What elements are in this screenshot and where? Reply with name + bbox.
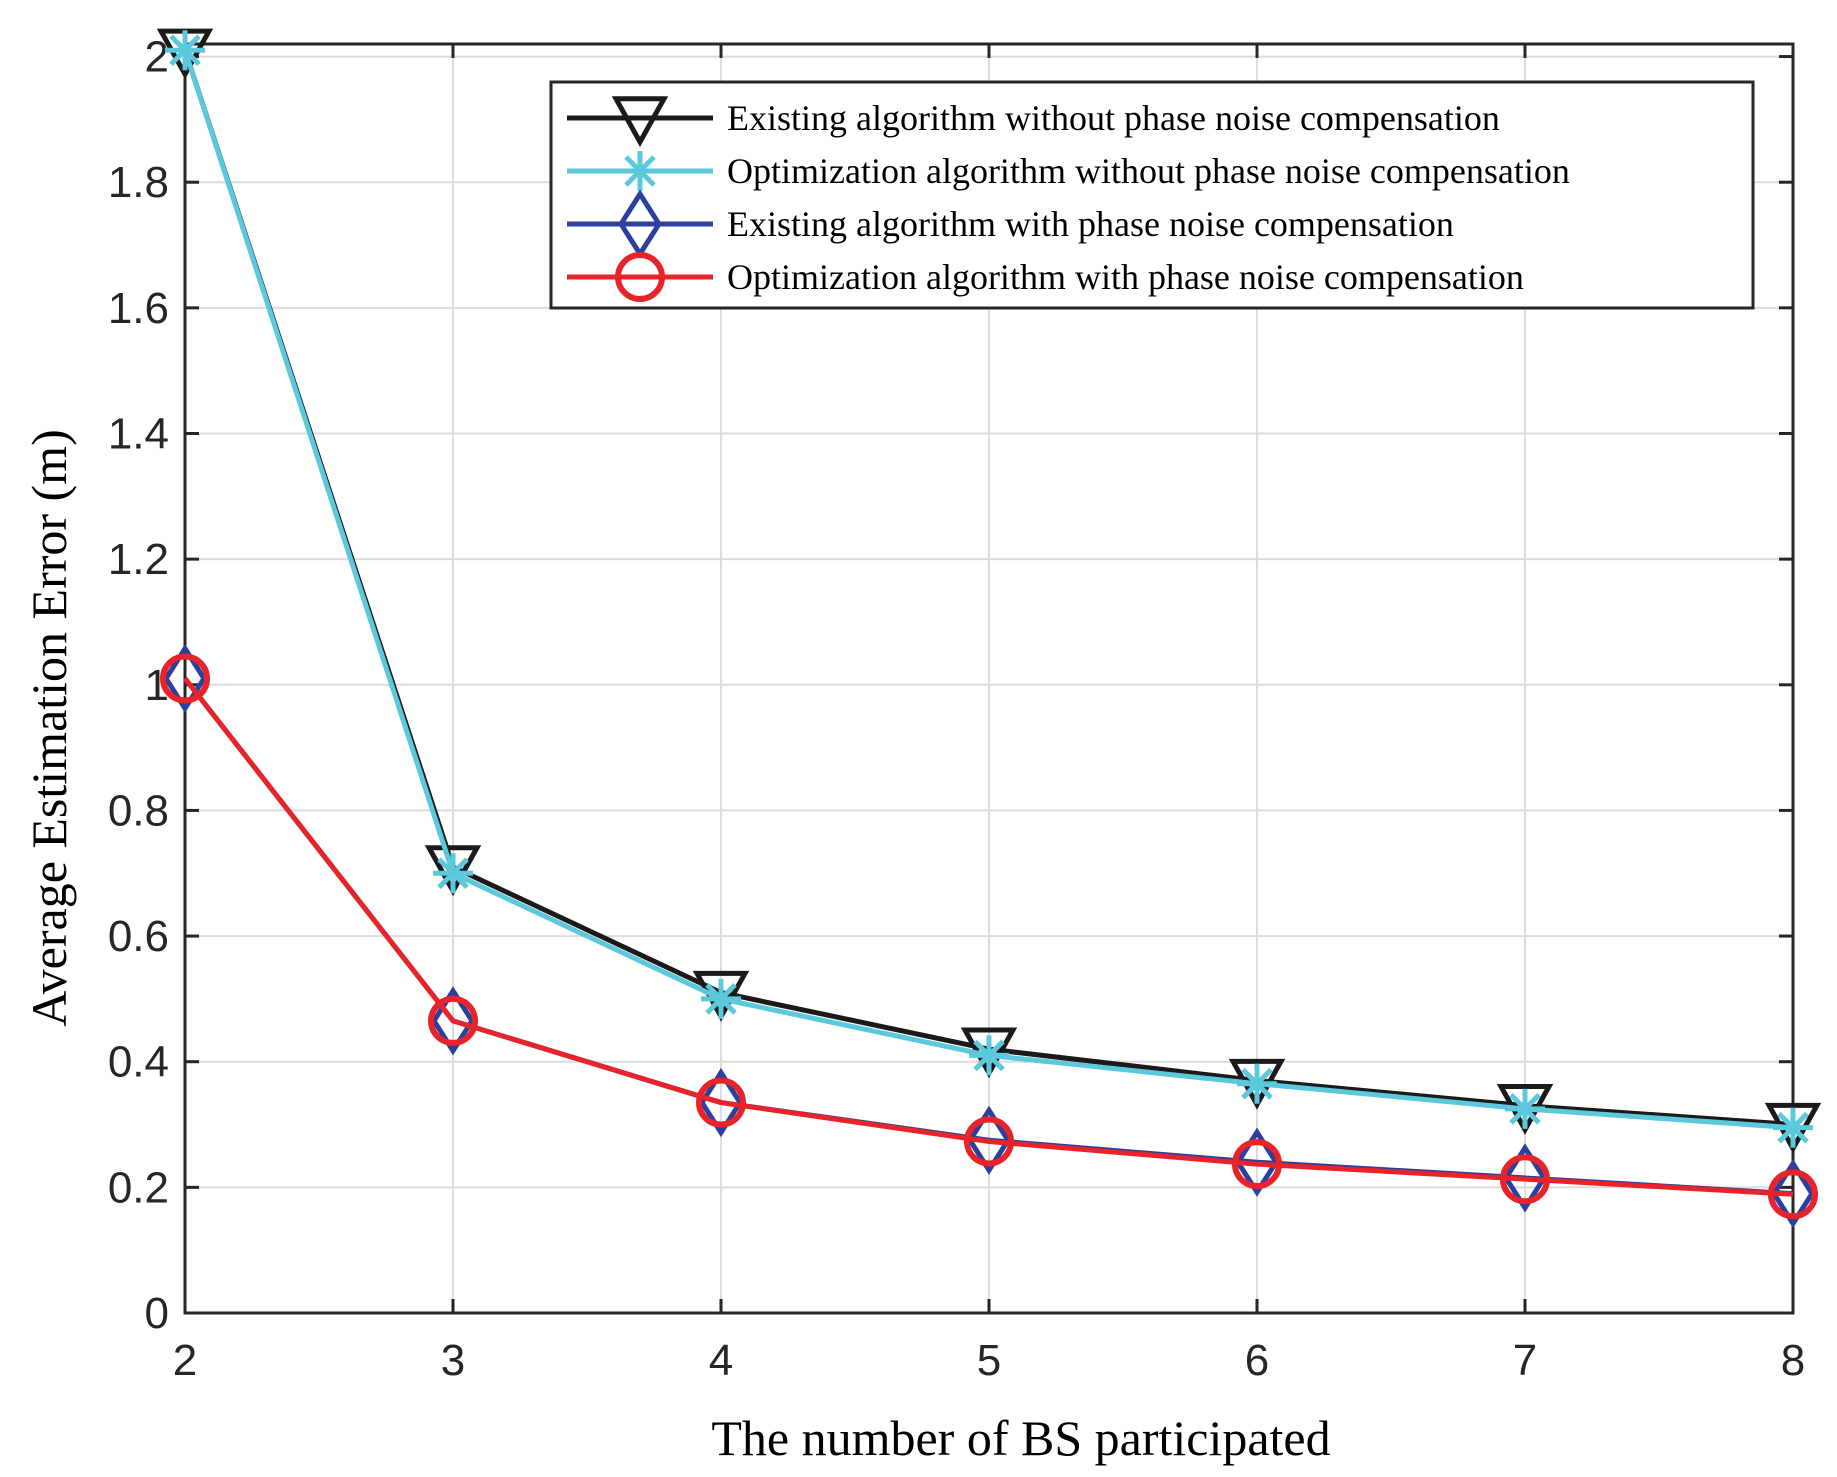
legend-item: Existing algorithm with phase noise comp… [567, 189, 1454, 259]
x-tick-label: 8 [1781, 1336, 1805, 1385]
asterisk-stroke [1509, 1093, 1541, 1125]
y-tick-label: 0 [145, 1289, 169, 1338]
triangle-marker [424, 845, 482, 897]
circle-marker [615, 252, 665, 302]
asterisk-stroke [624, 155, 656, 187]
y-tick-label: 0.8 [108, 786, 169, 835]
asterisk-stroke [973, 1039, 1005, 1072]
x-tick-label: 2 [173, 1336, 197, 1385]
asterisk-stroke [1777, 1111, 1809, 1144]
legend-item: Optimization algorithm with phase noise … [567, 252, 1524, 302]
asterisk-marker [1773, 1107, 1813, 1148]
asterisk-stroke [1241, 1067, 1273, 1100]
x-tick-label: 5 [977, 1336, 1001, 1385]
y-tick-label: 0.2 [108, 1163, 169, 1212]
y-tick-label: 1.2 [108, 535, 169, 584]
legend-label: Optimization algorithm with phase noise … [727, 257, 1524, 297]
legend-label: Existing algorithm with phase noise comp… [727, 204, 1454, 244]
asterisk-marker [1505, 1088, 1545, 1129]
series-line [183, 676, 1794, 1197]
circle-marker [160, 653, 210, 704]
circle-marker [1232, 1139, 1282, 1190]
legend-label: Existing algorithm without phase noise c… [727, 98, 1500, 138]
circle-marker [1768, 1169, 1818, 1220]
series-layer [156, 28, 1822, 1229]
series-2 [165, 30, 1813, 1148]
diamond-marker [163, 643, 207, 714]
asterisk-marker [1237, 1063, 1277, 1104]
circle-marker [428, 995, 478, 1046]
legend-item: Optimization algorithm without phase noi… [567, 151, 1570, 191]
legend: Existing algorithm without phase noise c… [549, 80, 1755, 310]
asterisk-marker [969, 1035, 1009, 1076]
x-axis-label: The number of BS participated [711, 1410, 1330, 1466]
diamond-marker [1503, 1143, 1547, 1213]
asterisk-marker [433, 853, 473, 894]
diamond-marker [699, 1067, 743, 1138]
y-tick-label: 0.4 [108, 1038, 169, 1087]
circle-marker [964, 1116, 1014, 1167]
asterisk-marker [165, 30, 205, 71]
legend-item: Existing algorithm without phase noise c… [567, 96, 1500, 148]
diamond-marker [967, 1105, 1011, 1175]
legend-box [549, 80, 1755, 310]
circle-marker [1500, 1154, 1550, 1205]
y-tick-label: 0.6 [108, 912, 169, 961]
circle-marker [696, 1077, 746, 1128]
y-tick-label: 1.8 [108, 158, 169, 207]
asterisk-stroke [169, 34, 201, 67]
series-4 [160, 653, 1818, 1220]
diamond-marker [1771, 1158, 1815, 1229]
y-tick-label: 1.6 [108, 284, 169, 333]
x-tick-label: 7 [1513, 1336, 1537, 1385]
y-axis-label: Average Estimation Error (m) [21, 429, 77, 1026]
diamond-marker [431, 986, 475, 1056]
x-tick-label: 6 [1245, 1336, 1269, 1385]
diamond-marker [1235, 1127, 1279, 1197]
asterisk-marker [620, 151, 660, 191]
x-tick-label: 4 [709, 1336, 733, 1385]
y-tick-label: 1.4 [108, 409, 169, 458]
asterisk-marker [701, 978, 741, 1019]
asterisk-stroke [705, 983, 737, 1015]
triangle-marker [611, 96, 669, 148]
x-tick-label: 3 [441, 1336, 465, 1385]
legend-label: Optimization algorithm without phase noi… [727, 151, 1570, 191]
asterisk-stroke [437, 857, 469, 890]
